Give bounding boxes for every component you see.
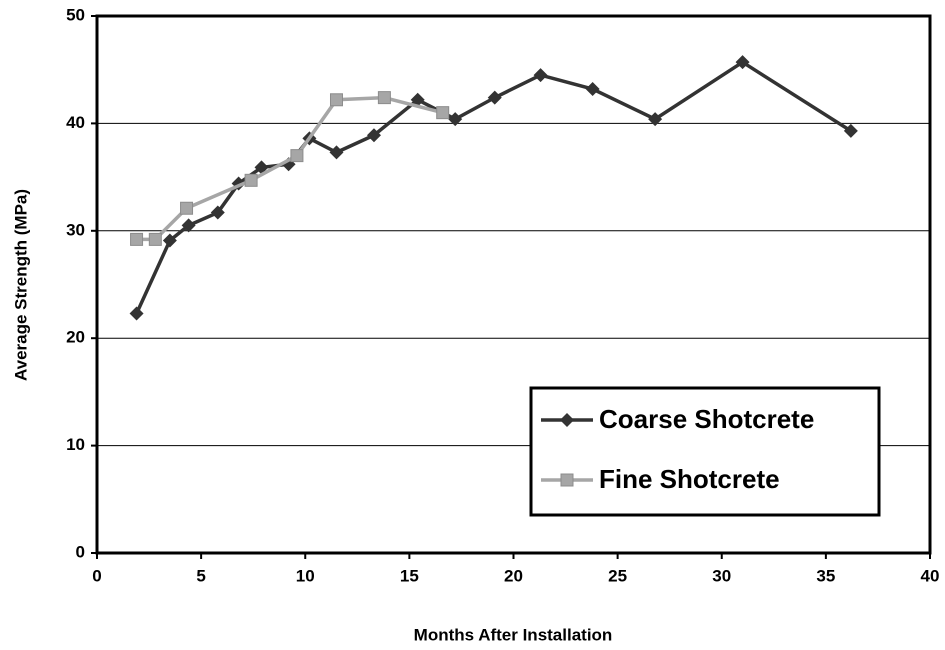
y-tick-label: 0 <box>76 542 85 561</box>
y-tick-label: 50 <box>66 5 85 24</box>
marker <box>735 55 750 70</box>
marker <box>180 201 194 215</box>
y-tick-label: 20 <box>66 328 85 347</box>
marker <box>210 205 225 220</box>
marker <box>377 91 391 105</box>
y-tick-label: 10 <box>66 435 85 454</box>
marker <box>129 306 144 321</box>
legend-box <box>529 386 881 517</box>
marker <box>533 68 548 83</box>
legend-label: Fine Shotcrete <box>599 464 780 494</box>
x-tick-label: 10 <box>296 566 315 585</box>
marker <box>130 232 144 246</box>
x-tick-label: 35 <box>816 566 835 585</box>
marker <box>843 123 858 138</box>
x-tick-label: 15 <box>400 566 419 585</box>
y-axis-title: Average Strength (MPa) <box>11 189 30 381</box>
marker <box>162 233 177 248</box>
x-axis-title: Months After Installation <box>414 625 613 644</box>
marker <box>329 145 344 160</box>
x-tick-label: 25 <box>608 566 627 585</box>
y-tick-label: 40 <box>66 113 85 132</box>
legend-label: Coarse Shotcrete <box>599 404 814 434</box>
plot-frame <box>95 14 932 555</box>
marker <box>244 173 258 187</box>
y-tick-label: 30 <box>66 220 85 239</box>
x-tick-label: 30 <box>712 566 731 585</box>
x-tick-label: 40 <box>921 566 940 585</box>
marker <box>366 128 381 143</box>
marker <box>487 90 502 105</box>
x-tick-label: 20 <box>504 566 523 585</box>
series-line <box>134 60 852 315</box>
marker <box>436 106 450 120</box>
marker <box>290 149 304 163</box>
x-tick-label: 0 <box>92 566 101 585</box>
marker <box>648 112 663 127</box>
legend-marker <box>560 413 574 427</box>
marker <box>585 82 600 97</box>
marker <box>329 93 343 107</box>
marker <box>148 232 162 246</box>
marker <box>181 218 196 233</box>
marker <box>448 112 463 127</box>
x-tick-label: 5 <box>196 566 205 585</box>
legend-marker <box>560 473 574 487</box>
marker <box>410 92 425 107</box>
